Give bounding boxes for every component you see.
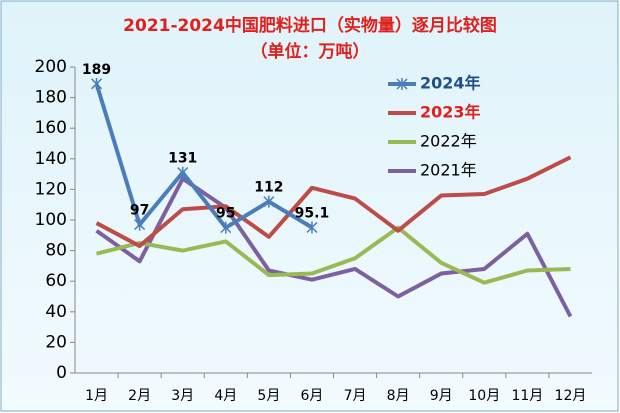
y-tick-label: 20 bbox=[45, 332, 67, 352]
legend-label: 2021年 bbox=[420, 161, 477, 180]
series-line bbox=[95, 155, 572, 249]
x-tick-label: 12月 bbox=[555, 388, 587, 404]
marker bbox=[263, 195, 275, 208]
legend-label: 2023年 bbox=[420, 103, 481, 122]
y-tick-label: 100 bbox=[35, 210, 67, 230]
x-tick-label: 2月 bbox=[128, 388, 151, 404]
x-tick-label: 6月 bbox=[300, 388, 323, 404]
y-tick-label: 120 bbox=[35, 179, 67, 199]
y-tick-label: 40 bbox=[45, 302, 67, 322]
data-label: 189 bbox=[82, 62, 111, 78]
x-tick-label: 7月 bbox=[344, 388, 367, 404]
y-tick-label: 160 bbox=[35, 118, 67, 138]
marker bbox=[134, 218, 146, 231]
y-tick-label: 0 bbox=[56, 363, 67, 383]
y-tick-label: 180 bbox=[35, 88, 67, 108]
x-tick-label: 9月 bbox=[430, 388, 453, 404]
legend-label: 2024年 bbox=[420, 74, 481, 93]
x-tick-label: 4月 bbox=[214, 388, 237, 404]
x-tick-label: 3月 bbox=[171, 388, 194, 404]
series-line bbox=[96, 225, 571, 285]
chart-title: 2021-2024中国肥料进口（实物量）逐月比较图 bbox=[123, 15, 497, 36]
y-tick-label: 80 bbox=[45, 241, 67, 261]
data-label: 95.1 bbox=[295, 205, 330, 221]
series-line bbox=[95, 176, 573, 318]
legend-label: 2022年 bbox=[420, 132, 477, 151]
y-tick-label: 60 bbox=[45, 271, 67, 291]
x-tick-label: 11月 bbox=[511, 388, 543, 404]
data-label: 131 bbox=[168, 151, 197, 167]
data-label: 112 bbox=[254, 180, 283, 196]
series-line bbox=[94, 83, 313, 230]
marker bbox=[91, 77, 103, 90]
chart-subtitle: （单位：万吨） bbox=[251, 41, 370, 62]
marker bbox=[177, 166, 189, 179]
marker bbox=[306, 221, 318, 234]
legend-marker bbox=[396, 78, 408, 90]
x-tick-label: 10月 bbox=[468, 388, 500, 404]
y-tick-label: 200 bbox=[35, 57, 67, 77]
x-tick-label: 1月 bbox=[85, 388, 108, 404]
data-label: 95 bbox=[216, 206, 235, 222]
x-tick-label: 8月 bbox=[387, 388, 410, 404]
marker bbox=[220, 221, 232, 234]
x-tick-label: 5月 bbox=[257, 388, 280, 404]
y-tick-label: 140 bbox=[35, 149, 67, 169]
data-label: 97 bbox=[130, 203, 149, 219]
